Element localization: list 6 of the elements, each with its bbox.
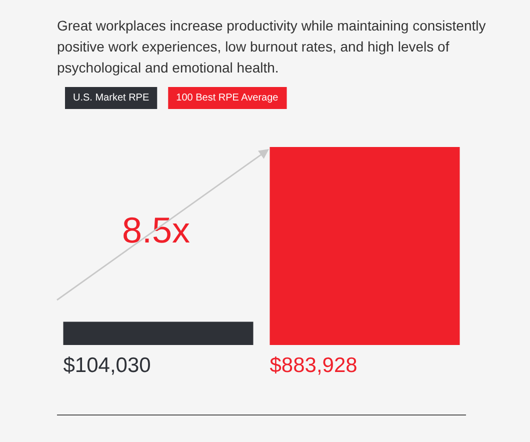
annotation: 8.5x: [122, 210, 190, 250]
data-label: $883,928: [270, 354, 358, 377]
text: U.S. Market RPE: [73, 92, 150, 104]
chart-title: Great workplaces increase productivity while maintaining consistently positive work experiences, low burnout rates, and high levels of psychological and emotional health.: [57, 18, 490, 76]
data-label: $104,030: [63, 354, 151, 377]
text: 100 Best RPE Average: [176, 92, 279, 104]
